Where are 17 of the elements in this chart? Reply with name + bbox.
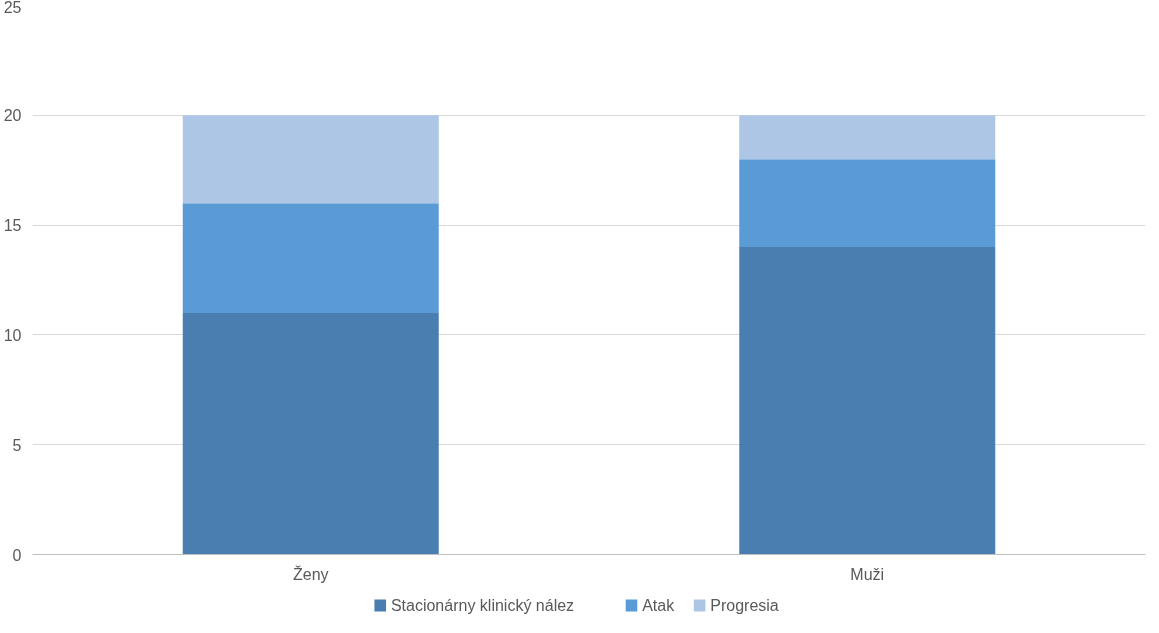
y-tick-label: 5 [12, 436, 22, 454]
y-tick-label: 25 [3, 0, 22, 16]
y-tick-label: 15 [3, 217, 22, 235]
x-tick-label: Ženy [292, 564, 329, 583]
legend-label: Progresia [710, 597, 779, 614]
legend-label: Atak [642, 597, 676, 614]
bar [182, 312, 439, 555]
y-tick-label: 10 [3, 326, 22, 344]
bar [182, 203, 439, 313]
bar [182, 115, 439, 204]
bar [739, 159, 996, 248]
y-tick-label: 0 [12, 546, 22, 564]
legend-label: Stacionárny klinický nález [390, 597, 575, 614]
y-tick-label: 20 [3, 107, 22, 125]
bar [739, 247, 996, 555]
x-tick-label: Muži [850, 565, 885, 583]
bar [739, 115, 996, 160]
